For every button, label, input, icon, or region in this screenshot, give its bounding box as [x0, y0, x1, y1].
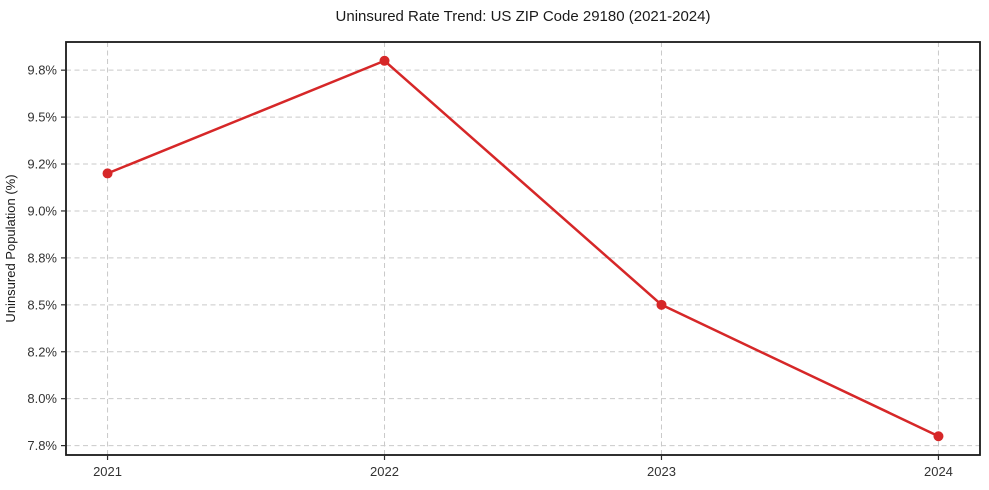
x-tick-label: 2021 — [93, 464, 122, 479]
x-tick-label: 2022 — [370, 464, 399, 479]
data-point-marker — [656, 299, 667, 310]
x-tick-label: 2024 — [924, 464, 953, 479]
y-tick-label: 9.2% — [27, 157, 57, 172]
y-tick-label: 9.8% — [27, 63, 57, 78]
axes-frame — [65, 41, 981, 456]
y-tick-label: 9.5% — [27, 110, 57, 125]
chart-title: Uninsured Rate Trend: US ZIP Code 29180 … — [336, 8, 711, 25]
trend-line — [106, 59, 940, 438]
data-point-marker — [102, 168, 113, 179]
y-axis-label: Uninsured Population (%) — [3, 174, 18, 322]
y-tick-label: 8.2% — [27, 344, 57, 359]
y-tick-label: 8.0% — [27, 391, 57, 406]
x-tick-label: 2023 — [647, 464, 676, 479]
plot-area: 7.8% 8.0% 8.2% 8.5% 8.8% 9.0% 9.2% 9.5% 9.8% 2021… — [27, 41, 981, 479]
data-point-marker — [379, 55, 390, 66]
data-point-marker — [933, 431, 944, 442]
y-tick-label: 8.8% — [27, 250, 57, 265]
plot-background — [66, 42, 980, 455]
y-tick-label: 9.0% — [27, 203, 57, 218]
y-tick-label: 7.8% — [27, 438, 57, 453]
y-tick-label: 8.5% — [27, 297, 57, 312]
